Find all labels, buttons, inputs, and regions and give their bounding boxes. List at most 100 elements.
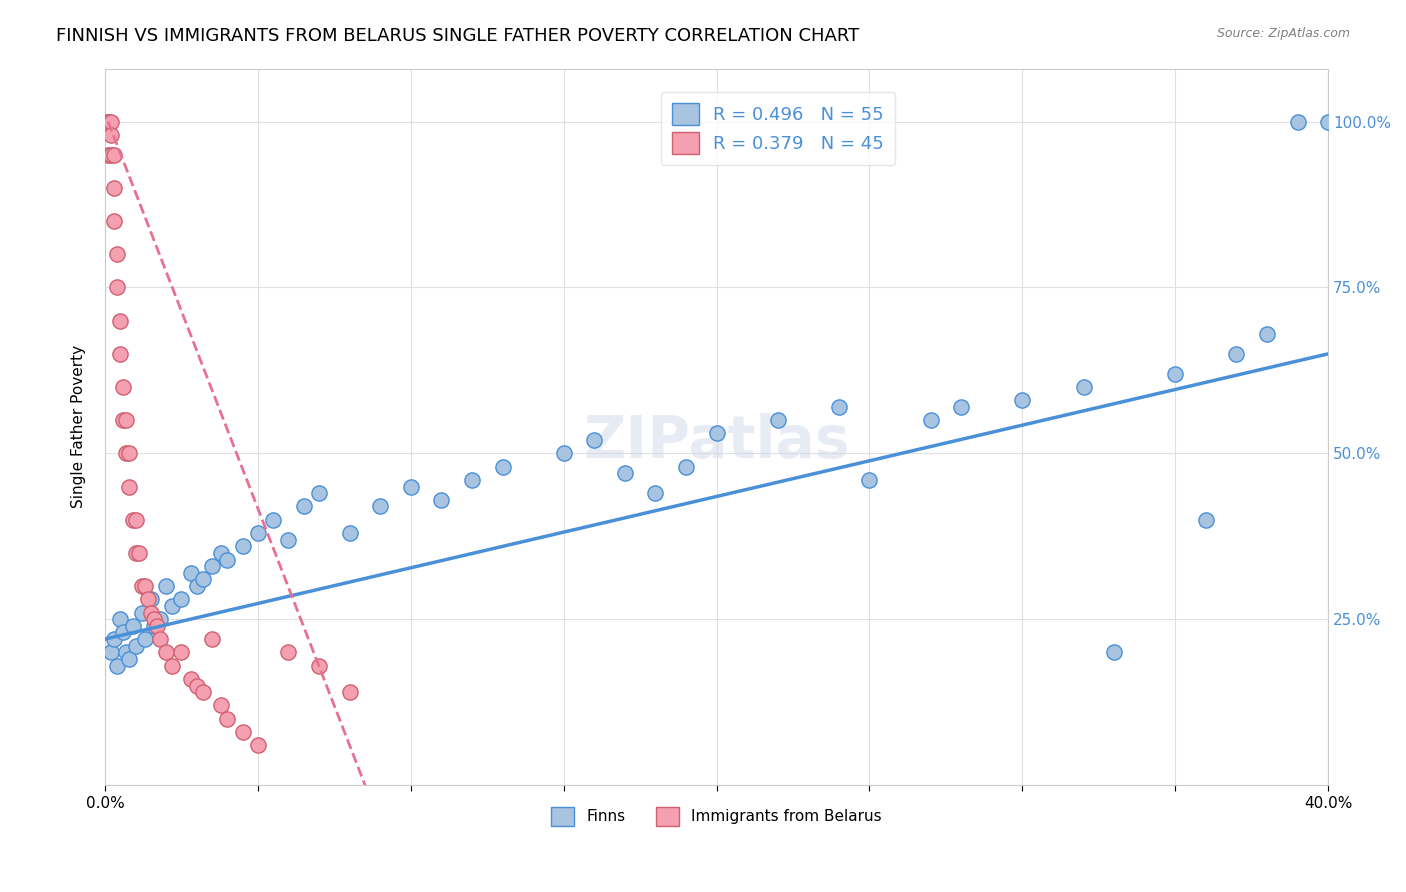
- Point: [644, 486, 666, 500]
- Point: [308, 486, 330, 500]
- Point: [155, 579, 177, 593]
- Point: [613, 467, 636, 481]
- Point: [262, 513, 284, 527]
- Point: [124, 513, 146, 527]
- Point: [1164, 367, 1187, 381]
- Point: [217, 712, 239, 726]
- Point: [308, 658, 330, 673]
- Point: [105, 280, 128, 294]
- Point: [1011, 393, 1033, 408]
- Point: [139, 606, 162, 620]
- Point: [131, 606, 153, 620]
- Point: [1256, 326, 1278, 341]
- Point: [121, 513, 143, 527]
- Point: [121, 619, 143, 633]
- Point: [97, 114, 120, 128]
- Point: [277, 533, 299, 547]
- Point: [112, 625, 135, 640]
- Point: [430, 492, 453, 507]
- Point: [162, 599, 184, 613]
- Point: [139, 592, 162, 607]
- Point: [706, 426, 728, 441]
- Point: [100, 645, 122, 659]
- Point: [553, 446, 575, 460]
- Point: [232, 725, 254, 739]
- Text: FINNISH VS IMMIGRANTS FROM BELARUS SINGLE FATHER POVERTY CORRELATION CHART: FINNISH VS IMMIGRANTS FROM BELARUS SINGL…: [56, 27, 859, 45]
- Point: [209, 698, 232, 713]
- Point: [103, 214, 125, 228]
- Point: [950, 400, 973, 414]
- Point: [136, 592, 159, 607]
- Point: [118, 479, 141, 493]
- Point: [292, 500, 315, 514]
- Point: [170, 645, 193, 659]
- Point: [115, 446, 138, 460]
- Point: [180, 566, 202, 580]
- Point: [110, 612, 132, 626]
- Point: [110, 347, 132, 361]
- Point: [97, 114, 120, 128]
- Point: [766, 413, 789, 427]
- Point: [828, 400, 851, 414]
- Point: [149, 612, 172, 626]
- Point: [399, 479, 422, 493]
- Point: [124, 639, 146, 653]
- Point: [186, 679, 208, 693]
- Point: [232, 539, 254, 553]
- Point: [97, 114, 120, 128]
- Point: [675, 459, 697, 474]
- Point: [115, 645, 138, 659]
- Point: [97, 148, 120, 162]
- Point: [118, 446, 141, 460]
- Point: [1073, 380, 1095, 394]
- Point: [277, 645, 299, 659]
- Point: [186, 579, 208, 593]
- Point: [1225, 347, 1247, 361]
- Point: [491, 459, 513, 474]
- Point: [217, 552, 239, 566]
- Point: [134, 579, 156, 593]
- Point: [246, 525, 269, 540]
- Point: [1195, 513, 1218, 527]
- Point: [339, 525, 361, 540]
- Point: [191, 573, 214, 587]
- Point: [105, 247, 128, 261]
- Point: [146, 619, 169, 633]
- Point: [103, 632, 125, 647]
- Point: [112, 380, 135, 394]
- Point: [100, 128, 122, 142]
- Point: [115, 413, 138, 427]
- Point: [149, 632, 172, 647]
- Point: [124, 546, 146, 560]
- Point: [858, 473, 880, 487]
- Point: [100, 148, 122, 162]
- Point: [920, 413, 942, 427]
- Point: [170, 592, 193, 607]
- Point: [1102, 645, 1125, 659]
- Point: [100, 114, 122, 128]
- Point: [1317, 114, 1340, 128]
- Point: [368, 500, 391, 514]
- Point: [128, 546, 150, 560]
- Point: [103, 148, 125, 162]
- Point: [134, 632, 156, 647]
- Point: [461, 473, 484, 487]
- Point: [110, 313, 132, 327]
- Point: [209, 546, 232, 560]
- Point: [142, 612, 165, 626]
- Point: [162, 658, 184, 673]
- Point: [339, 685, 361, 699]
- Point: [1286, 114, 1309, 128]
- Text: ZIPatlas: ZIPatlas: [583, 413, 849, 469]
- Point: [103, 181, 125, 195]
- Point: [246, 739, 269, 753]
- Point: [105, 658, 128, 673]
- Point: [118, 652, 141, 666]
- Point: [112, 413, 135, 427]
- Point: [583, 433, 606, 447]
- Point: [131, 579, 153, 593]
- Legend: Finns, Immigrants from Belarus: Finns, Immigrants from Belarus: [543, 797, 891, 835]
- Point: [142, 619, 165, 633]
- Point: [191, 685, 214, 699]
- Point: [155, 645, 177, 659]
